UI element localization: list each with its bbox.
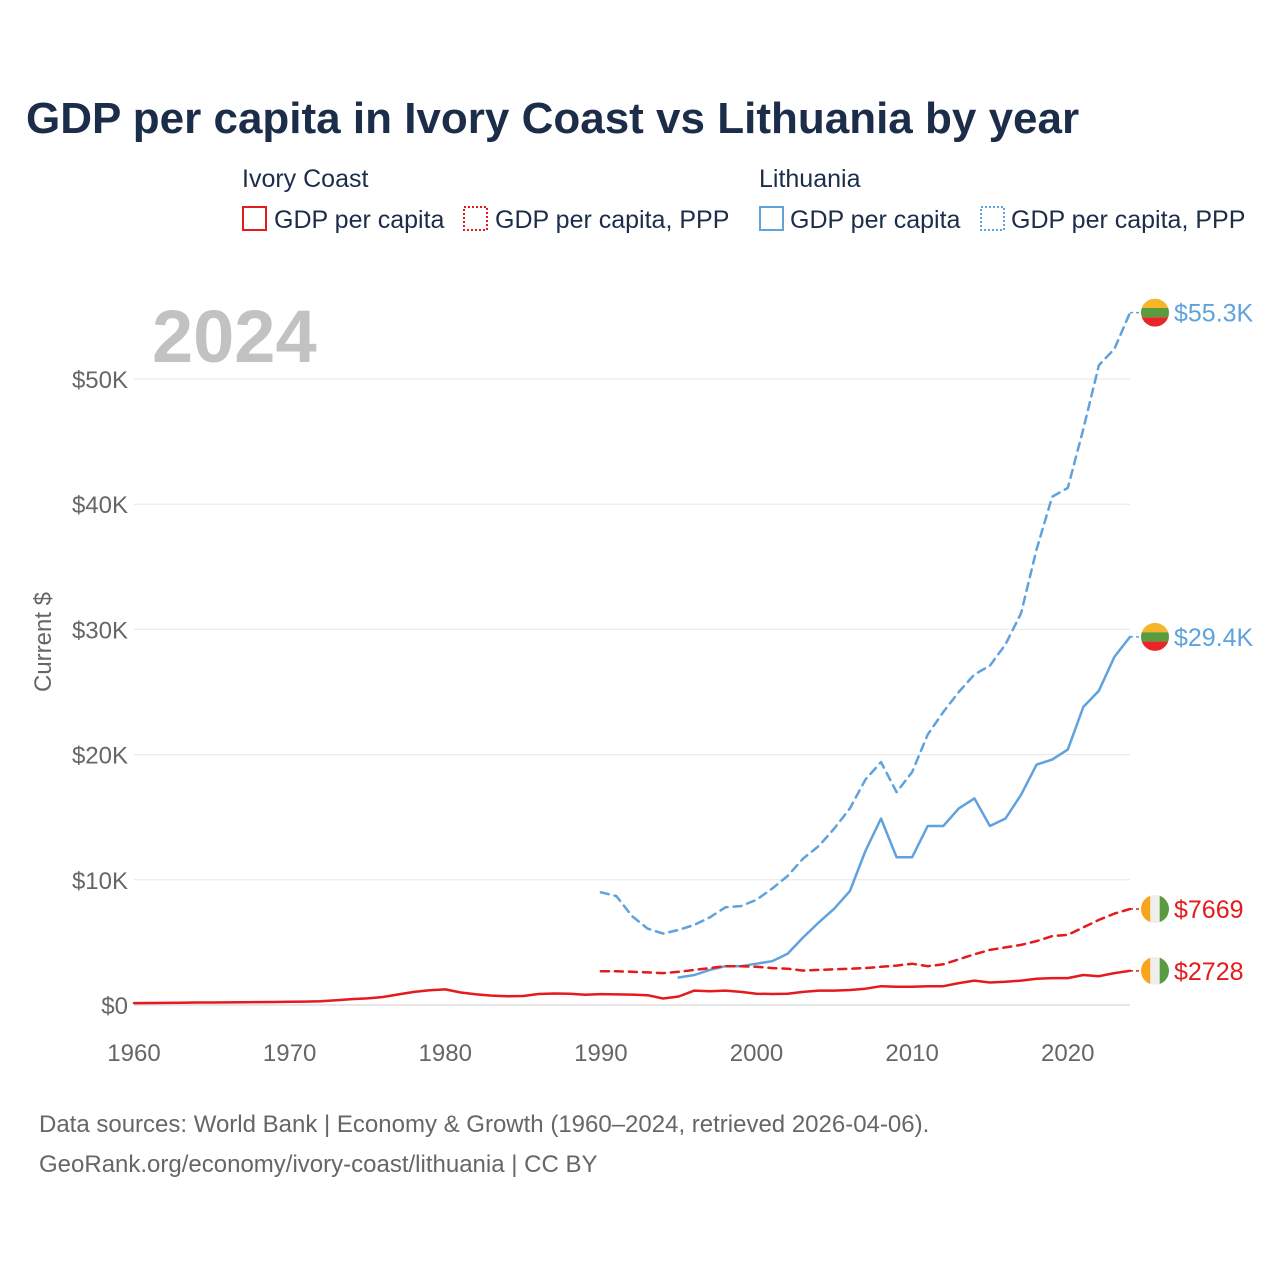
flag-stripes-1: [1141, 622, 1169, 651]
legend-group-ivory-coast: Ivory Coast: [242, 165, 368, 193]
flag-lithuania-1: [1141, 622, 1169, 651]
flag-stripes-3: [1141, 956, 1169, 985]
legend-label-ivory-coast-ppp[interactable]: GDP per capita, PPP: [495, 206, 729, 234]
legend-swatch-lithuania-ppp[interactable]: [980, 206, 1005, 231]
x-tick-label-1: 1970: [263, 1040, 316, 1067]
flag-stripe-white-2: [1150, 894, 1160, 923]
x-tick-label-3: 1990: [574, 1040, 627, 1067]
legend-swatch-ivory-coast-ppp[interactable]: [463, 206, 488, 231]
series-line-3: [132, 969, 1132, 1005]
legend-group-lithuania: Lithuania: [759, 165, 861, 193]
x-tick-label-2: 1980: [419, 1040, 472, 1067]
flag-stripes-0: [1141, 298, 1169, 327]
legend: Ivory Coast GDP per capita GDP per capit…: [242, 165, 1245, 234]
flag-stripe-yellow-1: [1141, 622, 1169, 633]
y-tick-label-4: $40K: [72, 492, 128, 519]
flag-stripe-green-0: [1141, 307, 1169, 318]
flag-stripe-green-3: [1159, 956, 1169, 985]
footer-sources: Data sources: World Bank | Economy & Gro…: [39, 1111, 929, 1138]
flag-ivory-coast-3: [1141, 956, 1169, 985]
x-tick-label-4: 2000: [730, 1040, 783, 1067]
x-tick-label-0: 1960: [107, 1040, 160, 1067]
x-tick-label-6: 2020: [1041, 1040, 1094, 1067]
y-axis-label: Current $: [30, 592, 57, 692]
flag-ivory-coast-2: [1141, 894, 1169, 923]
end-label-2: $7669: [1174, 896, 1244, 924]
flag-stripe-orange-3: [1141, 956, 1151, 985]
y-tick-label-1: $10K: [72, 868, 128, 895]
gridlines: [134, 378, 1130, 1006]
end-labels: $55.3K $29.4K $7669 $2728: [1130, 298, 1254, 986]
flag-stripe-yellow-0: [1141, 298, 1169, 308]
x-axis: 1960 1970 1980 1990 2000 2010 2020: [107, 1040, 1094, 1067]
series-line-2: [599, 907, 1132, 975]
year-watermark: 2024: [152, 295, 317, 378]
flag-stripe-red-0: [1141, 317, 1169, 327]
y-tick-label-0: $0: [101, 993, 128, 1020]
y-tick-label-3: $30K: [72, 617, 128, 644]
flag-stripe-white-3: [1150, 956, 1160, 985]
y-tick-label-5: $50K: [72, 367, 128, 394]
legend-swatch-lithuania-gdp[interactable]: [759, 206, 784, 231]
series: [132, 311, 1132, 1005]
flag-stripe-green-1: [1141, 632, 1169, 642]
flag-stripe-red-1: [1141, 641, 1169, 651]
flag-stripes-2: [1141, 894, 1169, 923]
legend-label-lithuania-ppp[interactable]: GDP per capita, PPP: [1011, 206, 1245, 234]
legend-label-ivory-coast-gdp[interactable]: GDP per capita: [274, 206, 445, 234]
flag-stripe-orange-2: [1141, 894, 1151, 923]
y-tick-label-2: $20K: [72, 743, 128, 770]
end-label-3: $2728: [1174, 958, 1244, 986]
flag-lithuania-0: [1141, 298, 1169, 327]
legend-label-lithuania-gdp[interactable]: GDP per capita: [790, 206, 961, 234]
chart-title: GDP per capita in Ivory Coast vs Lithuan…: [26, 94, 1079, 143]
end-label-1: $29.4K: [1174, 624, 1254, 652]
series-line-1: [677, 635, 1132, 979]
x-tick-label-5: 2010: [885, 1040, 938, 1067]
y-axis: $0 $10K $20K $30K $40K $50K: [72, 367, 128, 1020]
flag-stripe-green-2: [1159, 894, 1169, 923]
series-line-0: [599, 311, 1132, 935]
footer-link[interactable]: GeoRank.org/economy/ivory-coast/lithuani…: [39, 1151, 597, 1178]
end-label-0: $55.3K: [1174, 300, 1254, 328]
legend-swatch-ivory-coast-gdp[interactable]: [242, 206, 267, 231]
